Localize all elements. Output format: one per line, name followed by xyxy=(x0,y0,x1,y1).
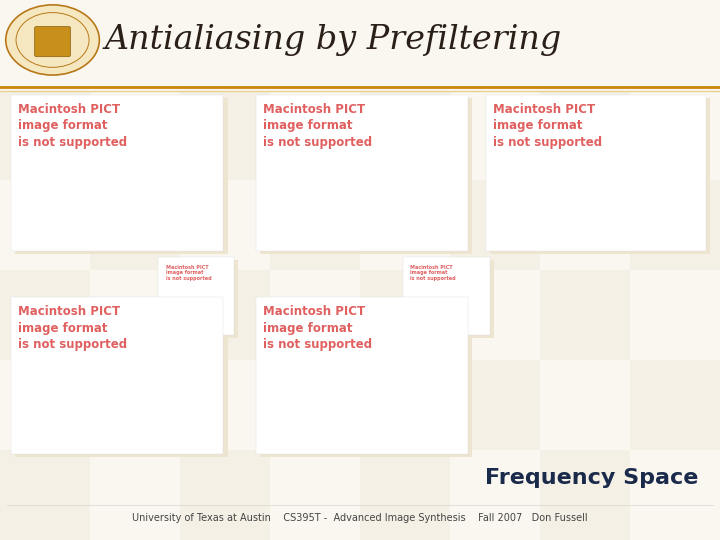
Bar xyxy=(90,0,180,90)
Bar xyxy=(180,270,270,360)
Bar xyxy=(630,180,720,270)
Bar xyxy=(260,98,472,254)
FancyBboxPatch shape xyxy=(35,26,71,57)
Bar xyxy=(270,360,360,450)
Bar xyxy=(180,180,270,270)
Bar xyxy=(90,360,180,450)
Bar xyxy=(630,270,720,360)
Bar xyxy=(270,450,360,540)
Bar xyxy=(180,360,270,450)
Bar xyxy=(90,180,180,270)
Text: Macintosh PICT
image format
is not supported: Macintosh PICT image format is not suppo… xyxy=(18,305,127,351)
Bar xyxy=(450,90,540,180)
Bar xyxy=(270,0,360,90)
Bar xyxy=(540,0,630,90)
Text: Macintosh PICT
image format
is not supported: Macintosh PICT image format is not suppo… xyxy=(263,103,372,148)
Bar xyxy=(256,94,468,251)
Bar xyxy=(0,0,90,90)
Circle shape xyxy=(6,5,99,75)
Bar xyxy=(0,360,90,450)
Bar xyxy=(360,0,450,90)
Bar xyxy=(540,360,630,450)
Text: Frequency Space: Frequency Space xyxy=(485,468,698,488)
Bar xyxy=(260,300,472,457)
Bar xyxy=(540,180,630,270)
Bar xyxy=(158,256,234,335)
Text: Macintosh PICT
image format
is not supported: Macintosh PICT image format is not suppo… xyxy=(410,265,456,281)
Text: Macintosh PICT
image format
is not supported: Macintosh PICT image format is not suppo… xyxy=(493,103,603,148)
Bar xyxy=(360,450,450,540)
Text: Macintosh PICT
image format
is not supported: Macintosh PICT image format is not suppo… xyxy=(166,265,211,281)
Bar xyxy=(450,0,540,90)
Bar xyxy=(270,90,360,180)
Bar xyxy=(180,90,270,180)
Bar xyxy=(540,90,630,180)
Bar xyxy=(360,270,450,360)
Text: University of Texas at Austin    CS395T -  Advanced Image Synthesis    Fall 2007: University of Texas at Austin CS395T - A… xyxy=(132,514,588,523)
Bar xyxy=(360,360,450,450)
Bar xyxy=(90,450,180,540)
Bar xyxy=(11,94,223,251)
Bar xyxy=(450,270,540,360)
Bar xyxy=(0,270,90,360)
Bar xyxy=(180,450,270,540)
Bar xyxy=(163,260,238,338)
Bar xyxy=(490,98,710,254)
Bar xyxy=(630,90,720,180)
Bar xyxy=(90,90,180,180)
Bar xyxy=(403,256,490,335)
Bar xyxy=(630,360,720,450)
Bar xyxy=(0,450,90,540)
Bar xyxy=(180,0,270,90)
Bar xyxy=(630,0,720,90)
Text: Macintosh PICT
image format
is not supported: Macintosh PICT image format is not suppo… xyxy=(263,305,372,351)
Bar xyxy=(0,90,90,180)
Bar xyxy=(450,450,540,540)
Bar xyxy=(270,270,360,360)
Bar xyxy=(270,180,360,270)
Bar xyxy=(0,180,90,270)
Bar xyxy=(360,180,450,270)
Bar xyxy=(360,90,450,180)
Bar xyxy=(450,180,540,270)
Bar xyxy=(486,94,706,251)
Bar xyxy=(15,300,228,457)
Bar xyxy=(15,98,228,254)
Bar xyxy=(540,450,630,540)
Circle shape xyxy=(16,12,89,68)
Bar xyxy=(0,0,720,91)
Text: Macintosh PICT
image format
is not supported: Macintosh PICT image format is not suppo… xyxy=(18,103,127,148)
Bar xyxy=(630,450,720,540)
Bar xyxy=(256,297,468,454)
Bar xyxy=(90,270,180,360)
Bar xyxy=(408,260,494,338)
Bar xyxy=(450,360,540,450)
Bar xyxy=(11,297,223,454)
Bar xyxy=(540,270,630,360)
Text: Antialiasing by Prefiltering: Antialiasing by Prefiltering xyxy=(104,24,562,56)
